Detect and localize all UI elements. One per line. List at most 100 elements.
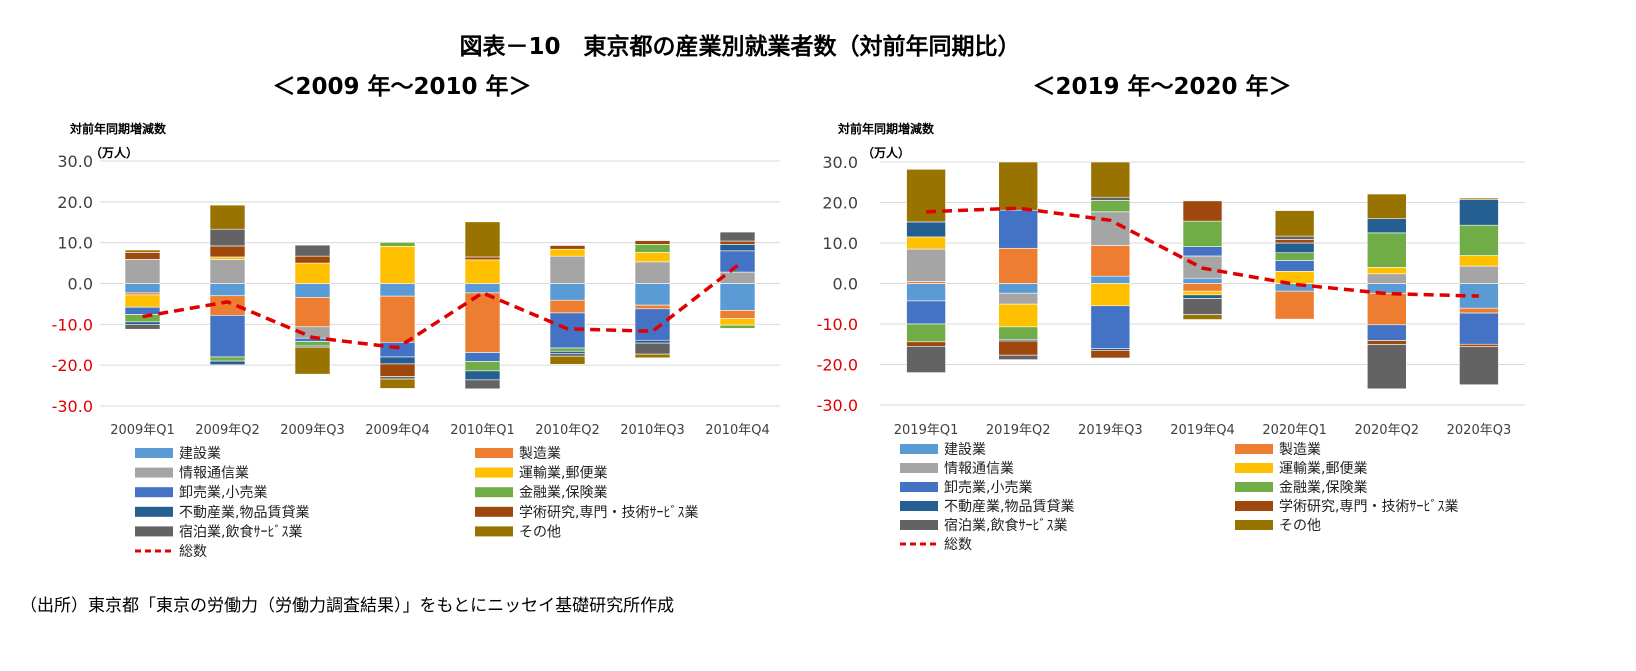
legend-item: 運輸業,郵便業 [1235,461,1367,477]
legend-swatch [1235,482,1273,492]
x-tick-label: 2020年Q3 [1447,423,1512,438]
legend-label: 運輸業,郵便業 [1279,461,1367,477]
y-tick-label: -10.0 [52,315,93,334]
bar-segment [550,249,585,256]
bar-segment [295,347,330,374]
bar-segment [1091,350,1130,358]
bar-segment [1459,308,1498,313]
bar-segment [210,205,245,229]
bar-segment [720,244,755,251]
y-tick-label: 30.0 [57,152,93,171]
bar-segment [1091,162,1130,197]
bar-segment [550,300,585,313]
legend-item: 不動産業,物品賃貸業 [900,499,1074,515]
x-tick-label: 2010年Q2 [535,423,600,438]
bar-segment [1091,306,1130,349]
bar-segment [380,364,415,377]
bar-segment [380,379,415,388]
bar-segment [999,284,1038,294]
bar-segment [720,251,755,272]
bar-segment [907,301,946,324]
bar-segment [1367,293,1406,325]
bar-segment [465,293,500,353]
x-tick-label: 2020年Q2 [1354,423,1419,438]
legend-swatch [135,468,173,478]
legend-label: 情報通信業 [944,461,1014,477]
bar-segment [380,342,415,357]
bar-segment [720,272,755,283]
bar-segment [465,353,500,362]
bar-segment [125,293,160,295]
bar-segment [999,355,1038,359]
bar-segment [1459,198,1498,200]
x-tick-label: 2019年Q4 [1170,423,1235,438]
bar-segment [125,322,160,324]
bar-segment [907,281,946,283]
legend-label: 宿泊業,飲食ｻｰﾋﾞｽ業 [944,517,1067,534]
x-tick-label: 2010年Q4 [705,423,770,438]
bar-segment [125,324,160,329]
bar-segment [1459,256,1498,267]
legend-item: 情報通信業 [900,461,1014,477]
bar-segment [1367,345,1406,389]
y-tick-label: 0.0 [68,275,93,294]
legend-item: その他 [1235,518,1321,534]
bar-segment [465,380,500,389]
bar-segment [125,284,160,293]
bar-segment [1091,200,1130,211]
x-tick-label: 2019年Q1 [894,423,959,438]
bar-segment [635,241,670,245]
legend-item: 総数 [900,537,972,553]
bar-segment [1183,221,1222,247]
bar-segment [1275,253,1314,261]
bar-segment [999,248,1038,283]
bar-segment [720,232,755,241]
legend-swatch [475,448,513,458]
bar-segment [380,242,415,246]
x-tick-label: 2019年Q2 [986,423,1051,438]
bar-segment [1183,315,1222,320]
bar-segment [125,295,160,307]
bar-segment [1275,211,1314,237]
bar-segment [295,284,330,298]
legend-label: 金融業,保険業 [1279,480,1367,496]
bar-segment [720,284,755,311]
bar-segment [1367,341,1406,345]
bar-segment [907,169,946,222]
legend-item: 建設業 [900,442,986,458]
y-tick-label: -20.0 [52,356,93,375]
bar-segment [999,210,1038,248]
bar-segment [1091,197,1130,200]
legend-label: 総数 [179,544,207,560]
bar-segment [550,351,585,353]
left-y-axis-title: 対前年同期増減数 [69,121,167,136]
left-y-axis-unit: （万人） [90,145,138,160]
legend-swatch [900,520,938,530]
legend-item: 金融業,保険業 [475,485,607,501]
legend-label: 宿泊業,飲食ｻｰﾋﾞｽ業 [179,523,302,540]
legend-item: 運輸業,郵便業 [475,466,607,482]
bar-segment [907,249,946,281]
bar-segment [210,257,245,259]
bar-segment [907,346,946,372]
bar-segment [635,284,670,306]
bar-segment [210,357,245,361]
bar-segment [550,354,585,356]
x-tick-label: 2020年Q1 [1262,423,1327,438]
legend-swatch [135,448,173,458]
legend-label: 製造業 [1279,442,1321,458]
bar-segment [635,244,670,252]
x-tick-label: 2009年Q4 [365,423,430,438]
bar-segment [907,324,946,342]
legend-swatch [900,444,938,454]
legend-item: 製造業 [1235,442,1321,458]
bar-segment [635,354,670,358]
legend-swatch [135,526,173,536]
legend-label: その他 [519,524,561,540]
bar-segment [1459,344,1498,346]
bar-segment [295,256,330,263]
bar-segment [465,257,500,260]
legend-item: 不動産業,物品賃貸業 [135,505,309,521]
bar-segment [1275,291,1314,319]
y-tick-label: 20.0 [822,194,858,213]
